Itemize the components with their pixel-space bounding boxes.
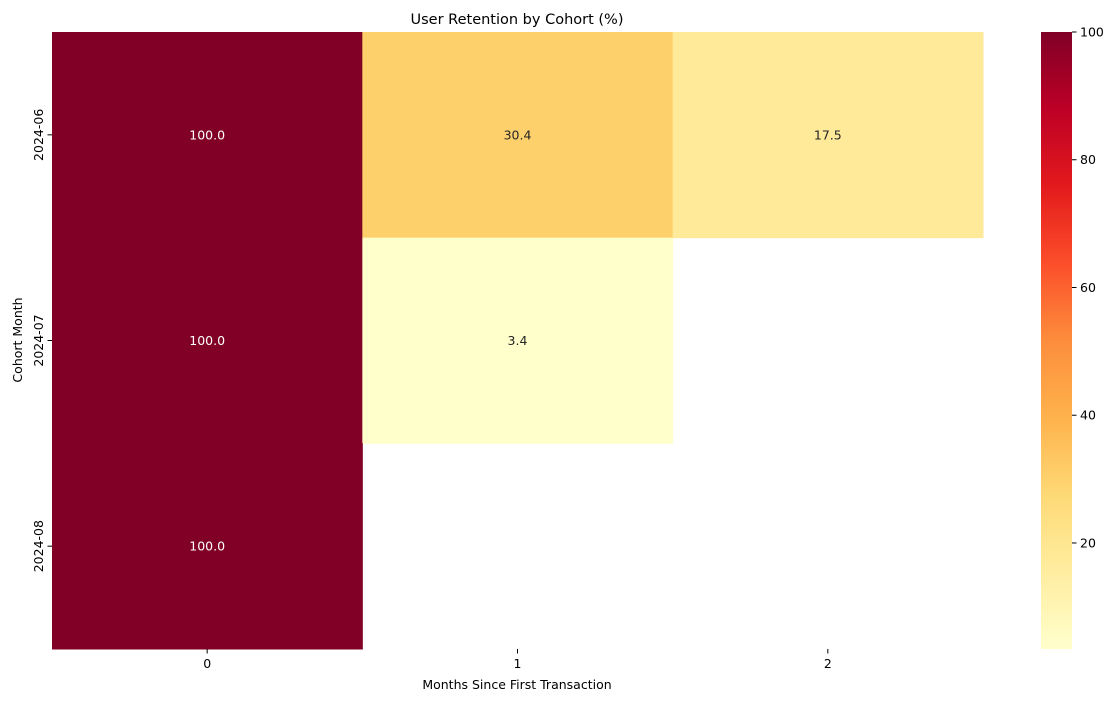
y-tick-label: 2024-06 <box>31 109 46 161</box>
x-axis-ticks: 0 1 2 <box>203 649 832 671</box>
cell-value-label: 17.5 <box>814 127 842 142</box>
colorbar-ticks: 20 40 60 80 100 <box>1072 25 1104 550</box>
y-tick-label: 2024-07 <box>31 314 46 366</box>
cell-value-label: 100.0 <box>189 333 225 348</box>
y-axis-label: Cohort Month <box>10 297 25 382</box>
colorbar-tick-label: 60 <box>1080 280 1096 295</box>
heatmap-cell <box>362 32 674 239</box>
heatmap-cell <box>52 443 363 650</box>
cell-value-label: 100.0 <box>189 539 225 554</box>
x-tick-label: 0 <box>203 656 211 671</box>
heatmap-cell <box>362 237 674 444</box>
heatmap-cell <box>52 32 363 239</box>
chart-title: User Retention by Cohort (%) <box>411 12 624 28</box>
x-tick-label: 1 <box>514 656 522 671</box>
colorbar-tick-label: 40 <box>1080 408 1096 423</box>
colorbar-tick-label: 20 <box>1080 535 1096 550</box>
cell-value-label: 100.0 <box>189 127 225 142</box>
colorbar <box>1041 32 1072 649</box>
y-tick-label: 2024-08 <box>31 520 46 572</box>
heatmap-cell <box>672 32 984 239</box>
colorbar-tick-label: 100 <box>1080 25 1104 40</box>
cell-value-label: 30.4 <box>504 127 532 142</box>
cell-value-label: 3.4 <box>508 333 528 348</box>
y-axis-ticks: 2024-06 2024-07 2024-08 <box>31 109 52 572</box>
colorbar-tick-label: 80 <box>1080 152 1096 167</box>
heatmap-cells <box>52 32 984 650</box>
heatmap-cell <box>52 237 363 444</box>
x-axis-label: Months Since First Transaction <box>422 677 611 692</box>
heatmap-cell-labels: 100.0 30.4 17.5 100.0 3.4 100.0 <box>189 127 841 553</box>
x-tick-label: 2 <box>824 656 832 671</box>
